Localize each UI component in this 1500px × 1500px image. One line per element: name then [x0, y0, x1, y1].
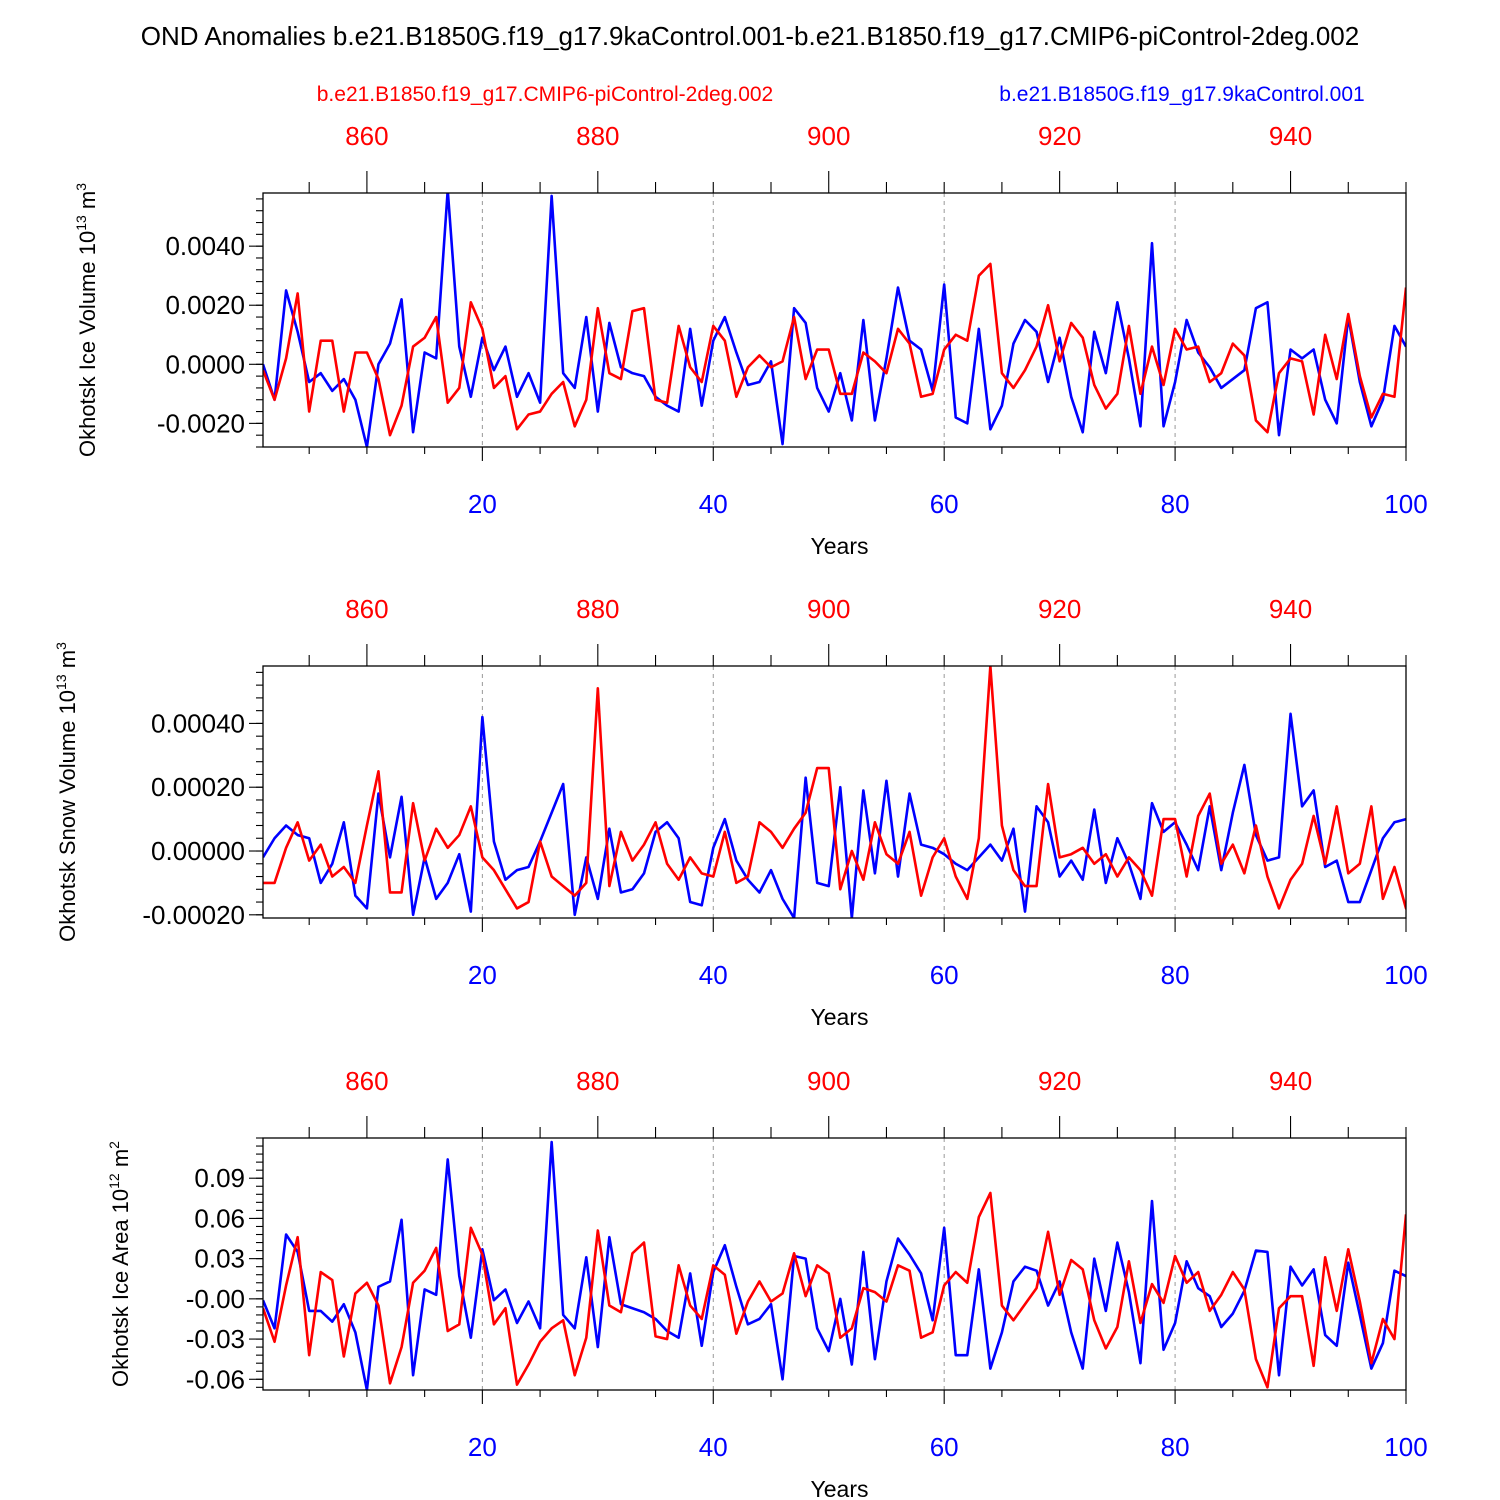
x-tick-label: 100: [1384, 960, 1427, 990]
y-tick-label: -0.00: [186, 1284, 245, 1314]
x-tick-label: 40: [699, 1432, 728, 1462]
top-tick-label: 920: [1038, 121, 1081, 151]
y-tick-label: 0.0040: [165, 231, 245, 261]
panel-3: -0.06 -0.03 -0.00 0.03 0.06 0.09 20 40 60 80 100 86…: [106, 1066, 1428, 1500]
x-tick-label: 20: [468, 489, 497, 519]
top-tick-label: 860: [345, 121, 388, 151]
y-tick-label: -0.00020: [142, 900, 245, 930]
legend-red-label: b.e21.B1850.f19_g17.CMIP6-piControl-2deg…: [317, 83, 773, 106]
y-tick-label: -0.06: [186, 1364, 245, 1394]
x-tick-label: 60: [930, 1432, 959, 1462]
plot-frame: [262, 665, 1407, 919]
y-axis-label-text: Okhotsk Ice Volume 10: [75, 231, 100, 457]
y-axis-label: Okhotsk Snow Volume 1013 m3: [53, 642, 80, 942]
x-tick-label: 100: [1384, 1432, 1427, 1462]
top-tick-label: 900: [807, 121, 850, 151]
y-axis-label-unit-exponent: 3: [53, 642, 69, 650]
y-axis-label: Okhotsk Ice Area 1012 m2: [106, 1141, 133, 1387]
y-axis-label-exponent: 13: [53, 674, 69, 690]
plot-frame: [262, 1137, 1407, 1391]
panel-1: -0.0020 0.0000 0.0020 0.0040 20 40 60 80 100 860 8…: [73, 121, 1428, 559]
series-group: [263, 1140, 1406, 1390]
top-tick-label: 940: [1269, 1066, 1312, 1096]
y-tick-label: 0.0020: [165, 290, 245, 320]
top-tick-label: 880: [576, 121, 619, 151]
y-tick-label: 0.03: [194, 1244, 245, 1274]
x-tick-label: 20: [468, 960, 497, 990]
x-tick-label: 40: [699, 489, 728, 519]
series-line-red: [263, 262, 1406, 437]
top-tick-label: 900: [807, 594, 850, 624]
y-tick-label: -0.03: [186, 1324, 245, 1354]
y-tick-label: -0.0020: [157, 408, 245, 438]
y-tick-label: 0.0000: [165, 349, 245, 379]
x-tick-label: 40: [699, 960, 728, 990]
y-axis-label-unit: m: [55, 650, 80, 674]
top-tick-label: 900: [807, 1066, 850, 1096]
x-tick-label: 100: [1384, 489, 1427, 519]
y-tick-label: 0.06: [194, 1203, 245, 1233]
series-group: [263, 666, 1406, 918]
y-tick-label: 0.00000: [151, 836, 245, 866]
plot-frame: [262, 192, 1407, 448]
series-line-red: [263, 666, 1406, 910]
top-tick-label: 920: [1038, 594, 1081, 624]
series-group: [263, 193, 1406, 447]
y-axis-label-text: Okhotsk Ice Area 10: [108, 1189, 133, 1387]
top-tick-label: 940: [1269, 594, 1312, 624]
y-axis-label-exponent: 13: [73, 215, 89, 231]
x-tick-label: 80: [1161, 1432, 1190, 1462]
series-line-blue: [263, 1140, 1406, 1390]
y-axis-label: Okhotsk Ice Volume 1013 m3: [73, 183, 100, 457]
x-axis-label: Years: [811, 1004, 869, 1030]
chart-title: OND Anomalies b.e21.B1850G.f19_g17.9kaCo…: [141, 21, 1359, 51]
x-tick-label: 60: [930, 489, 959, 519]
y-axis-label-unit-exponent: 2: [106, 1141, 122, 1149]
x-tick-label: 60: [930, 960, 959, 990]
top-tick-label: 880: [576, 594, 619, 624]
top-tick-label: 860: [345, 594, 388, 624]
y-axis-label-unit: m: [108, 1149, 133, 1173]
series-line-red: [263, 1191, 1406, 1389]
y-tick-label: 0.00020: [151, 772, 245, 802]
x-axis-label: Years: [811, 1476, 869, 1500]
x-tick-label: 80: [1161, 960, 1190, 990]
y-axis-label-unit: m: [75, 191, 100, 215]
y-axis-label-text: Okhotsk Snow Volume 10: [55, 690, 80, 942]
x-tick-label: 20: [468, 1432, 497, 1462]
top-tick-label: 920: [1038, 1066, 1081, 1096]
top-tick-label: 940: [1269, 121, 1312, 151]
legend-blue-label: b.e21.B1850G.f19_g17.9kaControl.001: [999, 83, 1364, 106]
y-axis-label-exponent: 12: [106, 1173, 122, 1189]
y-tick-label: 0.00040: [151, 708, 245, 738]
top-tick-label: 860: [345, 1066, 388, 1096]
panel-2: -0.00020 0.00000 0.00020 0.00040 20 40 60 80 100…: [53, 594, 1428, 1030]
y-axis-label-unit-exponent: 3: [73, 183, 89, 191]
y-tick-label: 0.09: [194, 1163, 245, 1193]
x-tick-label: 80: [1161, 489, 1190, 519]
top-tick-label: 880: [576, 1066, 619, 1096]
x-axis-label: Years: [811, 533, 869, 559]
